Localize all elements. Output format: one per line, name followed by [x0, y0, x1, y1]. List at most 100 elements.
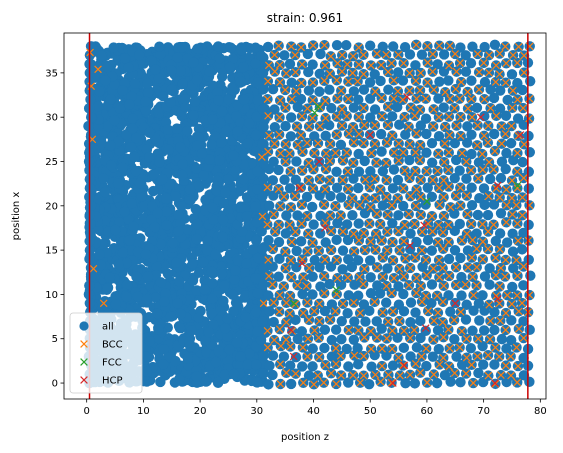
point-all [108, 42, 119, 53]
point-bcc [360, 121, 369, 129]
point-all [279, 174, 290, 185]
point-bcc [281, 247, 290, 256]
point-all [432, 59, 443, 70]
point-bcc [497, 122, 506, 131]
point-bcc [382, 176, 391, 184]
point-all [252, 252, 264, 264]
y-tick-label: 30 [45, 113, 58, 124]
point-bcc [269, 210, 278, 219]
point-bcc [451, 50, 459, 58]
point-bcc [452, 191, 460, 200]
point-all [369, 104, 381, 115]
point-bcc [291, 227, 300, 236]
point-all [242, 359, 254, 371]
point-all [180, 101, 191, 113]
point-bcc [512, 343, 521, 352]
point-all [343, 254, 354, 265]
x-tick-label: 20 [194, 406, 207, 417]
point-bcc [359, 280, 368, 288]
point-all [218, 295, 229, 307]
point-all [365, 287, 377, 299]
point-all [404, 154, 415, 166]
point-bcc [349, 123, 357, 132]
point-all [479, 271, 491, 282]
point-all [158, 91, 169, 102]
point-bcc [360, 333, 369, 342]
plot-frame [63, 32, 547, 400]
point-bcc [513, 378, 522, 387]
point-bcc [472, 281, 481, 290]
point-all [507, 281, 518, 293]
point-all [496, 156, 508, 167]
point-bcc [423, 78, 432, 87]
point-all [191, 140, 203, 151]
point-bcc [356, 378, 365, 387]
point-bcc [473, 50, 482, 58]
point-bcc [269, 245, 277, 253]
point-bcc [264, 112, 272, 120]
point-bcc [388, 238, 397, 246]
point-all [218, 198, 230, 209]
point-all [399, 41, 411, 53]
point-bcc [293, 281, 302, 290]
point-all [140, 249, 152, 260]
point-bcc [507, 122, 516, 130]
point-all [243, 118, 255, 129]
point-bcc [486, 317, 495, 325]
point-all [420, 325, 431, 337]
point-all [186, 325, 197, 336]
point-all [230, 297, 242, 308]
point-bcc [304, 334, 312, 343]
point-all [314, 86, 325, 97]
point-bcc [382, 159, 391, 167]
point-bcc [298, 200, 306, 209]
point-bcc [428, 50, 437, 59]
legend-label-fcc: FCC [102, 358, 122, 369]
point-bcc [276, 96, 285, 105]
point-bcc [455, 94, 464, 103]
point-all [177, 158, 188, 170]
point-all [153, 324, 164, 335]
point-all [375, 75, 386, 87]
point-all [207, 319, 219, 330]
point-all [101, 62, 113, 73]
point-all [502, 94, 513, 106]
point-all [173, 276, 185, 287]
point-all [85, 218, 96, 229]
point-bcc [285, 309, 294, 318]
point-bcc [366, 237, 375, 246]
point-all [251, 377, 263, 388]
point-all [210, 249, 221, 260]
point-bcc [469, 379, 478, 387]
point-bcc [456, 132, 465, 140]
point-all [274, 253, 285, 265]
point-bcc [344, 167, 352, 176]
point-all [121, 291, 132, 303]
point-bcc [299, 343, 307, 352]
point-bcc [412, 94, 421, 103]
point-bcc [509, 51, 517, 59]
point-all [175, 218, 186, 229]
point-bcc [416, 368, 425, 377]
point-bcc [349, 371, 357, 380]
point-bcc [434, 149, 443, 158]
point-bcc [350, 247, 358, 256]
point-bcc [274, 221, 283, 229]
point-all [244, 348, 255, 359]
point-bcc [464, 263, 472, 272]
point-all [239, 267, 251, 278]
point-all [196, 148, 208, 159]
point-all [484, 279, 495, 290]
point-bcc [321, 61, 329, 70]
point-bcc [269, 298, 278, 307]
point-bcc [353, 77, 362, 86]
point-all [455, 42, 466, 53]
point-bcc [518, 211, 527, 220]
point-bcc [444, 325, 453, 334]
point-all [335, 139, 347, 151]
point-hcp [366, 131, 375, 139]
point-bcc [337, 371, 345, 380]
point-all [124, 99, 135, 110]
point-bcc [355, 201, 364, 210]
point-all [230, 164, 242, 176]
